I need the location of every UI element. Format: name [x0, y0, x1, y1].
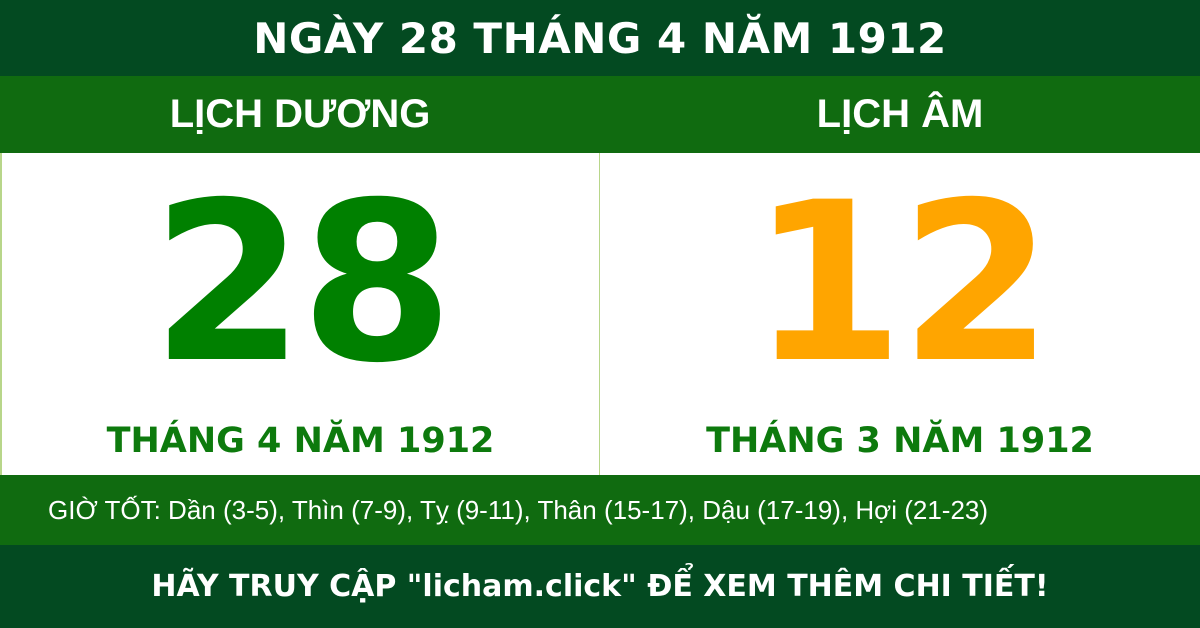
page-title: NGÀY 28 THÁNG 4 NĂM 1912 — [0, 0, 1200, 76]
calendar-columns: 28 THÁNG 4 NĂM 1912 12 THÁNG 3 NĂM 1912 — [0, 153, 1200, 475]
solar-column: 28 THÁNG 4 NĂM 1912 — [0, 153, 600, 475]
calendar-headers: LỊCH DƯƠNG LỊCH ÂM — [0, 76, 1200, 153]
lunar-calendar-label: LỊCH ÂM — [816, 92, 984, 136]
footer-cta[interactable]: HÃY TRUY CẬP "licham.click" ĐỂ XEM THÊM … — [0, 545, 1200, 628]
lunar-column: 12 THÁNG 3 NĂM 1912 — [600, 153, 1200, 475]
lunar-day: 12 — [750, 155, 1053, 411]
solar-day: 28 — [151, 155, 453, 411]
lunar-month-year: THÁNG 3 NĂM 1912 — [706, 421, 1094, 461]
good-hours: GIỜ TỐT: Dần (3-5), Thìn (7-9), Tỵ (9-11… — [0, 475, 1200, 545]
solar-calendar-label: LỊCH DƯƠNG — [169, 92, 431, 136]
solar-month-year: THÁNG 4 NĂM 1912 — [106, 421, 495, 461]
